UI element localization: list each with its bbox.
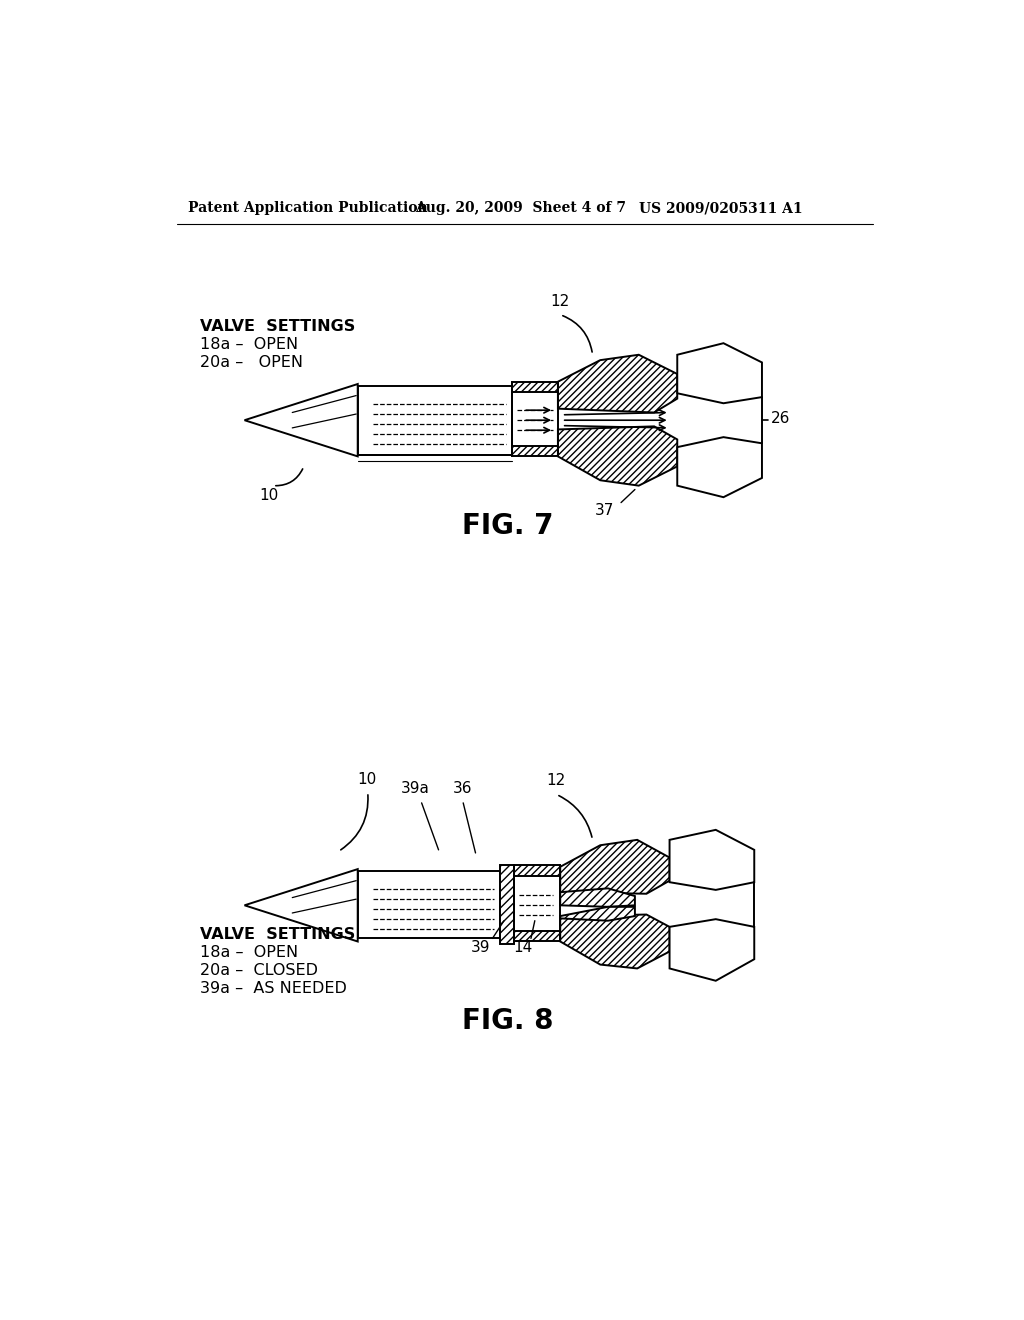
Bar — [357, 871, 500, 939]
Text: 37: 37 — [594, 503, 613, 519]
Text: VALVE  SETTINGS: VALVE SETTINGS — [200, 318, 355, 334]
Polygon shape — [677, 343, 762, 404]
Text: 12: 12 — [550, 293, 569, 309]
Polygon shape — [677, 437, 762, 498]
Text: US 2009/0205311 A1: US 2009/0205311 A1 — [639, 202, 803, 215]
Polygon shape — [245, 384, 357, 457]
Polygon shape — [245, 869, 357, 941]
Bar — [500, 866, 514, 944]
Polygon shape — [560, 840, 670, 894]
Text: 14: 14 — [514, 940, 532, 954]
Text: 12: 12 — [547, 774, 565, 788]
Text: 26: 26 — [771, 411, 791, 426]
Polygon shape — [512, 381, 558, 392]
Text: 18a –  OPEN: 18a – OPEN — [200, 945, 298, 961]
Polygon shape — [514, 931, 560, 941]
Text: Aug. 20, 2009  Sheet 4 of 7: Aug. 20, 2009 Sheet 4 of 7 — [416, 202, 627, 215]
Polygon shape — [670, 830, 755, 890]
Text: 20a –   OPEN: 20a – OPEN — [200, 355, 303, 370]
Text: 20a –  CLOSED: 20a – CLOSED — [200, 964, 317, 978]
Bar — [357, 385, 512, 455]
Text: 18a –  OPEN: 18a – OPEN — [200, 337, 298, 352]
Text: 39a –  AS NEEDED: 39a – AS NEEDED — [200, 981, 347, 995]
Text: 36: 36 — [453, 781, 472, 796]
Text: FIG. 8: FIG. 8 — [462, 1007, 554, 1035]
Text: FIG. 7: FIG. 7 — [462, 512, 554, 540]
Text: 10: 10 — [357, 772, 377, 787]
Text: 39a: 39a — [401, 781, 430, 796]
Text: Patent Application Publication: Patent Application Publication — [188, 202, 428, 215]
Polygon shape — [558, 426, 677, 486]
Text: VALVE  SETTINGS: VALVE SETTINGS — [200, 927, 355, 942]
Polygon shape — [670, 919, 755, 981]
Polygon shape — [514, 866, 560, 876]
Text: 10: 10 — [259, 488, 279, 503]
Polygon shape — [558, 355, 677, 412]
Polygon shape — [560, 915, 670, 969]
Polygon shape — [512, 446, 558, 457]
Text: 39: 39 — [471, 940, 490, 954]
Polygon shape — [560, 888, 635, 907]
Polygon shape — [560, 907, 635, 921]
